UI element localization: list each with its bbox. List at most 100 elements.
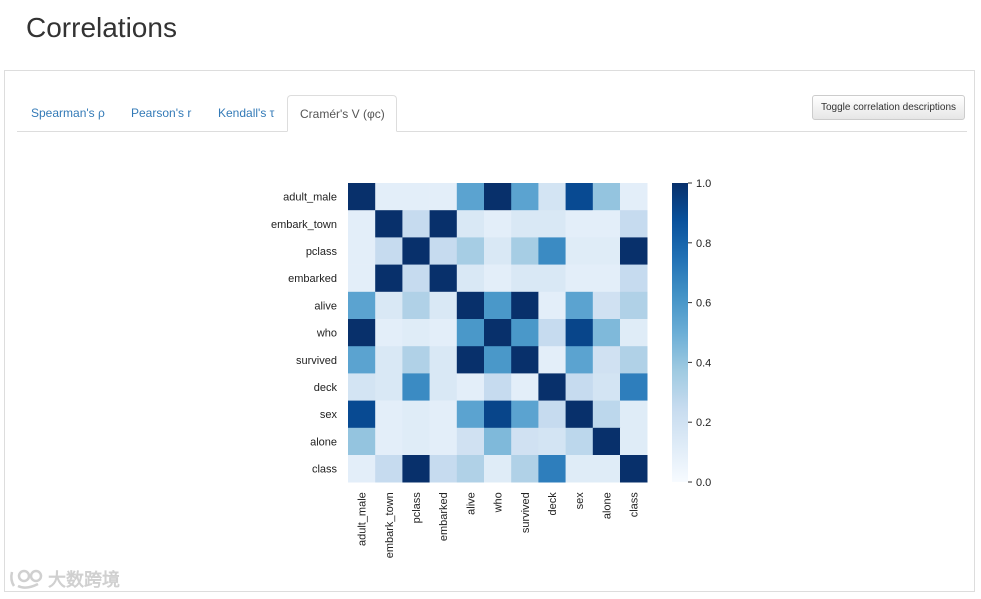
heatmap-cell <box>538 291 566 320</box>
heatmap-cell <box>429 291 458 320</box>
heatmap-cell <box>402 183 430 211</box>
heatmap-cell <box>348 237 376 265</box>
heatmap-cell <box>484 183 512 211</box>
heatmap-cell <box>348 291 376 320</box>
heatmap-cell <box>538 427 566 456</box>
tab-pearson[interactable]: Pearson's r <box>131 106 192 120</box>
heatmap-cell <box>429 373 458 401</box>
heatmap-cell <box>348 264 376 293</box>
heatmap-cell <box>484 346 512 374</box>
heatmap-cell <box>620 455 648 483</box>
heatmap-cell <box>402 455 430 483</box>
heatmap-cell <box>538 210 566 238</box>
row-label: embarked <box>288 273 337 285</box>
heatmap-cell <box>538 183 566 211</box>
tab-spearman[interactable]: Spearman's ρ <box>31 106 105 120</box>
heatmap-cell <box>565 427 594 456</box>
heatmap-cell <box>429 264 458 293</box>
heatmap-cell <box>592 455 621 483</box>
heatmap-cell <box>511 291 539 320</box>
column-label: who <box>493 492 505 513</box>
heatmap-cell <box>592 210 621 238</box>
heatmap-cell <box>402 291 430 320</box>
row-label: adult_male <box>283 192 337 204</box>
heatmap-cell <box>484 291 512 320</box>
heatmap-cell <box>484 210 512 238</box>
heatmap-cell <box>375 455 403 483</box>
heatmap-cell <box>538 319 566 347</box>
heatmap-cell <box>375 210 403 238</box>
heatmap-cell <box>456 346 485 374</box>
heatmap-cell <box>484 455 512 483</box>
heatmap-cell <box>511 183 539 211</box>
heatmap-cell <box>348 455 376 483</box>
heatmap-cell <box>511 210 539 238</box>
column-label: alone <box>601 492 613 519</box>
heatmap-cell <box>565 183 594 211</box>
tab-cramers-v[interactable]: Cramér's V (φc) <box>287 95 397 132</box>
page-title: Correlations <box>26 12 177 43</box>
heatmap-cell <box>620 237 648 265</box>
heatmap-cell <box>375 264 403 293</box>
heatmap-cell <box>620 373 648 401</box>
row-label: alive <box>314 300 337 312</box>
heatmap-cell <box>348 319 376 347</box>
row-label: deck <box>314 382 338 394</box>
heatmap-cell <box>429 400 458 429</box>
heatmap-cell <box>456 373 485 401</box>
colorbar <box>672 183 688 482</box>
heatmap-cell <box>538 237 566 265</box>
heatmap-cell <box>348 210 376 238</box>
heatmap-cell <box>592 291 621 320</box>
heatmap-cell <box>592 400 621 429</box>
heatmap-cell <box>375 400 403 429</box>
heatmap-cell <box>538 373 566 401</box>
heatmap-cell <box>565 346 594 374</box>
heatmap-cell <box>565 291 594 320</box>
heatmap-cell <box>429 319 458 347</box>
heatmap-cell <box>620 183 648 211</box>
heatmap-cell <box>565 237 594 265</box>
heatmap-cell <box>484 319 512 347</box>
watermark-text: 大数跨境 <box>48 570 120 590</box>
heatmap-cell <box>375 319 403 347</box>
column-label: embark_town <box>384 492 396 558</box>
heatmap-cell <box>402 346 430 374</box>
heatmap-cell <box>429 346 458 374</box>
row-label: sex <box>320 409 338 421</box>
heatmap-cell <box>375 237 403 265</box>
heatmap-cell <box>456 400 485 429</box>
heatmap-cell <box>620 346 648 374</box>
heatmap-cell <box>565 400 594 429</box>
heatmap-cell <box>511 427 539 456</box>
toggle-correlation-descriptions-button[interactable]: Toggle correlation descriptions <box>812 95 965 120</box>
heatmap-cell <box>620 319 648 347</box>
heatmap-cell <box>511 264 539 293</box>
row-label: embark_town <box>271 219 337 231</box>
colorbar-tick-label: 0.2 <box>696 417 711 429</box>
heatmap-cell <box>484 237 512 265</box>
heatmap-cell <box>565 373 594 401</box>
heatmap-cell <box>484 400 512 429</box>
heatmap-cell <box>538 346 566 374</box>
heatmap-cell <box>484 373 512 401</box>
heatmap-cell <box>538 400 566 429</box>
colorbar-tick-label: 1.0 <box>696 178 711 190</box>
heatmap-cell <box>402 427 430 456</box>
row-label: pclass <box>306 246 338 258</box>
heatmap-cell <box>592 373 621 401</box>
tab-kendall[interactable]: Kendall's τ <box>218 106 275 120</box>
heatmap-cell <box>429 183 458 211</box>
row-label: alone <box>310 436 337 448</box>
heatmap-cell <box>620 400 648 429</box>
heatmap-cell <box>511 373 539 401</box>
colorbar-tick-label: 0.8 <box>696 238 711 250</box>
heatmap-cell <box>375 373 403 401</box>
heatmap-cell <box>565 455 594 483</box>
heatmap-cell <box>620 264 648 293</box>
watermark: 大数跨境 <box>8 566 120 592</box>
heatmap-cell <box>511 319 539 347</box>
column-label: survived <box>520 492 532 533</box>
colorbar-tick-label: 0.6 <box>696 298 711 310</box>
